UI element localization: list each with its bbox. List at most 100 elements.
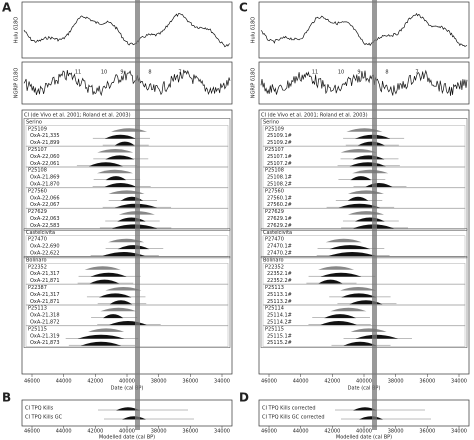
run-id: 27560.1# xyxy=(267,195,292,201)
plot-frame xyxy=(21,1,233,59)
run-id: OxA-22,690 xyxy=(30,244,60,250)
x-tick-label: 34000 xyxy=(451,429,467,435)
plot-frame xyxy=(258,61,470,105)
curve xyxy=(23,13,231,48)
x-tick-label: 40000 xyxy=(356,379,372,385)
run-id: OxA-22,060 xyxy=(30,154,60,160)
distribution xyxy=(340,287,377,291)
event-label: 10 xyxy=(101,70,107,76)
distribution xyxy=(320,272,362,277)
run-id: OxA-21,870 xyxy=(30,182,60,188)
distribution xyxy=(111,128,148,132)
sample-frame xyxy=(262,187,466,209)
sample-frame xyxy=(25,263,229,285)
distribution xyxy=(318,266,355,270)
plot-frame xyxy=(21,399,233,427)
run-id: OxA-22,061 xyxy=(30,161,60,167)
run-id: 25109.1# xyxy=(267,133,292,139)
sample-id: P25115 xyxy=(28,326,47,332)
sample-frame xyxy=(262,125,466,147)
event-label: 11 xyxy=(312,70,318,76)
run-id: 25108.2# xyxy=(267,182,292,188)
run-id: OxA-21,871 xyxy=(30,278,60,284)
event-label: 9 xyxy=(120,70,123,76)
run-id: OxA-21,317 xyxy=(30,292,60,298)
group-frame xyxy=(260,118,468,231)
sample-frame xyxy=(262,145,466,168)
sample-frame xyxy=(25,304,229,327)
distribution xyxy=(349,162,386,167)
sample-id: P25114 xyxy=(265,306,284,312)
run-id: OxA-22,067 xyxy=(30,202,60,208)
x-tick-label: 36000 xyxy=(182,429,198,435)
group-frame xyxy=(260,228,468,259)
x-title: Modelled date (cal BP) xyxy=(99,435,155,440)
distribution xyxy=(104,183,137,187)
event-label: 7 xyxy=(178,70,181,76)
distribution xyxy=(341,293,377,298)
x-title: Date (cal BP) xyxy=(111,386,144,392)
distribution xyxy=(105,287,142,291)
y-label: NGRIP δ18O xyxy=(251,68,257,99)
x-tick-label: 34000 xyxy=(451,379,467,385)
panel-letter: C xyxy=(239,1,248,15)
distribution xyxy=(328,252,376,256)
run-id: 25115.2# xyxy=(267,340,292,346)
group-name: Bolinaro xyxy=(263,257,284,263)
sample-id: P27560 xyxy=(28,188,47,194)
distribution xyxy=(104,134,136,139)
row-label: CI TPQ Kills corrected xyxy=(262,406,316,412)
run-id: OxA-21,871 xyxy=(30,299,60,305)
run-id: 27470.1# xyxy=(267,244,292,250)
sample-frame xyxy=(25,325,229,347)
sample-id: P25113 xyxy=(28,306,47,312)
event-label: 9 xyxy=(357,70,360,76)
distribution xyxy=(114,141,135,146)
run-id: OxA-21,872 xyxy=(30,320,60,326)
distribution xyxy=(88,162,123,167)
row-label: CI TPQ Kills xyxy=(25,406,54,412)
sample-frame xyxy=(25,283,229,306)
y-label: NGRIP δ18O xyxy=(14,68,20,99)
x-tick-label: 42000 xyxy=(87,379,103,385)
run-id: 22352.1# xyxy=(267,271,292,277)
distribution xyxy=(340,149,377,153)
curve xyxy=(260,69,468,96)
model-header: CI (de Vivo et al. 2001; Roland et al. 2… xyxy=(24,113,131,119)
distribution xyxy=(103,314,124,319)
distribution xyxy=(90,272,127,277)
run-id: 25108.1# xyxy=(267,175,292,181)
distribution xyxy=(349,300,383,305)
run-id: 27470.2# xyxy=(267,251,292,257)
sample-id: P27470 xyxy=(28,237,47,243)
distribution xyxy=(318,279,343,284)
panel-letter: B xyxy=(2,391,11,405)
plot-frame xyxy=(21,61,233,105)
y-label: Hulu δ18O xyxy=(251,17,257,43)
sample-frame xyxy=(262,325,466,347)
distribution xyxy=(96,169,133,174)
distribution xyxy=(359,416,383,420)
x-tick-label: 34000 xyxy=(214,429,230,435)
x-tick-label: 42000 xyxy=(324,429,340,435)
event-label: 8 xyxy=(148,70,151,76)
sample-id: P25109 xyxy=(28,126,47,132)
group-frame xyxy=(23,228,231,259)
plot-frame xyxy=(258,399,470,427)
distribution xyxy=(109,300,133,305)
plot-frame xyxy=(258,1,470,59)
model-header: CI (de Vivo et al. 2001; Roland et al. 2… xyxy=(261,113,368,119)
x-tick-label: 44000 xyxy=(293,429,309,435)
curve xyxy=(23,69,231,97)
x-tick-label: 42000 xyxy=(87,429,103,435)
x-tick-label: 40000 xyxy=(356,429,372,435)
distribution xyxy=(346,128,383,132)
sample-frame xyxy=(262,283,466,306)
sample-frame xyxy=(262,207,466,230)
distribution xyxy=(330,307,367,312)
group-frame xyxy=(23,256,231,348)
run-id: OxA-22,622 xyxy=(30,251,60,257)
sample-id: P27629 xyxy=(28,209,47,215)
x-title: Modelled date (cal BP) xyxy=(336,435,392,440)
